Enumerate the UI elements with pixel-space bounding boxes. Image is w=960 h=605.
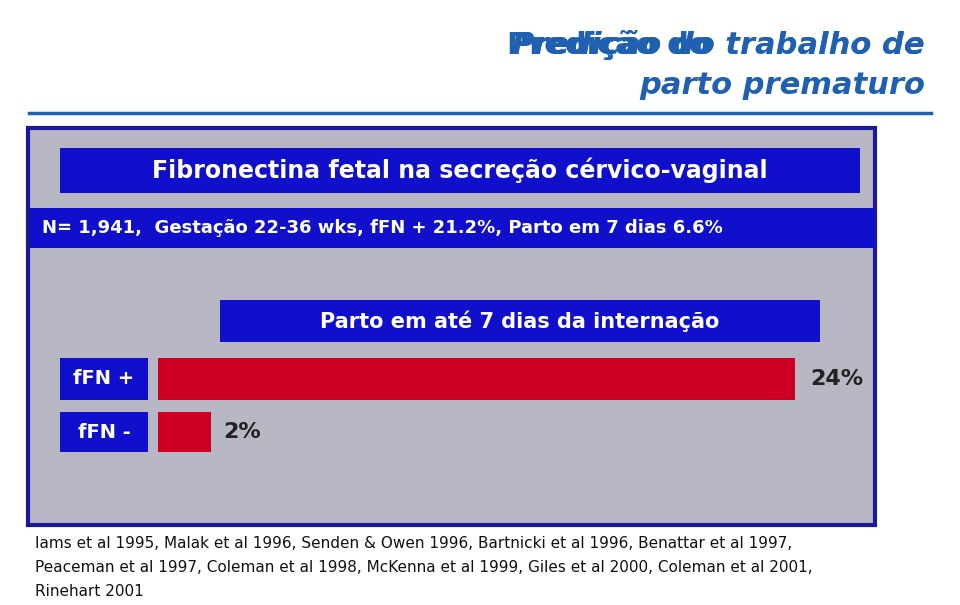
- Text: fFN +: fFN +: [73, 370, 134, 388]
- Text: N= 1,941,  Gestação 22-36 wks, fFN + 21.2%, Parto em 7 dias 6.6%: N= 1,941, Gestação 22-36 wks, fFN + 21.2…: [42, 219, 723, 237]
- Text: Peaceman et al 1997, Coleman et al 1998, McKenna et al 1999, Giles et al 2000, C: Peaceman et al 1997, Coleman et al 1998,…: [35, 560, 812, 575]
- Text: fFN -: fFN -: [78, 422, 131, 442]
- Text: Predição do trabalho de: Predição do trabalho de: [513, 30, 925, 60]
- FancyBboxPatch shape: [60, 412, 148, 452]
- Text: 2%: 2%: [223, 422, 261, 442]
- Text: Rinehart 2001: Rinehart 2001: [35, 583, 144, 598]
- FancyBboxPatch shape: [60, 358, 148, 400]
- FancyBboxPatch shape: [30, 208, 875, 248]
- FancyBboxPatch shape: [220, 300, 820, 342]
- Text: Predição do: Predição do: [711, 30, 925, 60]
- FancyBboxPatch shape: [158, 358, 795, 400]
- Text: Fibronectina fetal na secreção cérvico-vaginal: Fibronectina fetal na secreção cérvico-v…: [153, 158, 768, 183]
- Text: parto prematuro: parto prematuro: [639, 71, 925, 99]
- FancyBboxPatch shape: [60, 148, 860, 193]
- Text: Iams et al 1995, Malak et al 1996, Senden & Owen 1996, Bartnicki et al 1996, Ben: Iams et al 1995, Malak et al 1996, Sende…: [35, 535, 792, 551]
- Text: Parto em até 7 dias da internação: Parto em até 7 dias da internação: [321, 310, 720, 332]
- FancyBboxPatch shape: [158, 412, 211, 452]
- Text: Predição do: Predição do: [507, 30, 720, 60]
- Text: Predição do trabalho de: Predição do trabalho de: [513, 30, 925, 60]
- Text: 24%: 24%: [810, 369, 863, 389]
- FancyBboxPatch shape: [28, 128, 875, 525]
